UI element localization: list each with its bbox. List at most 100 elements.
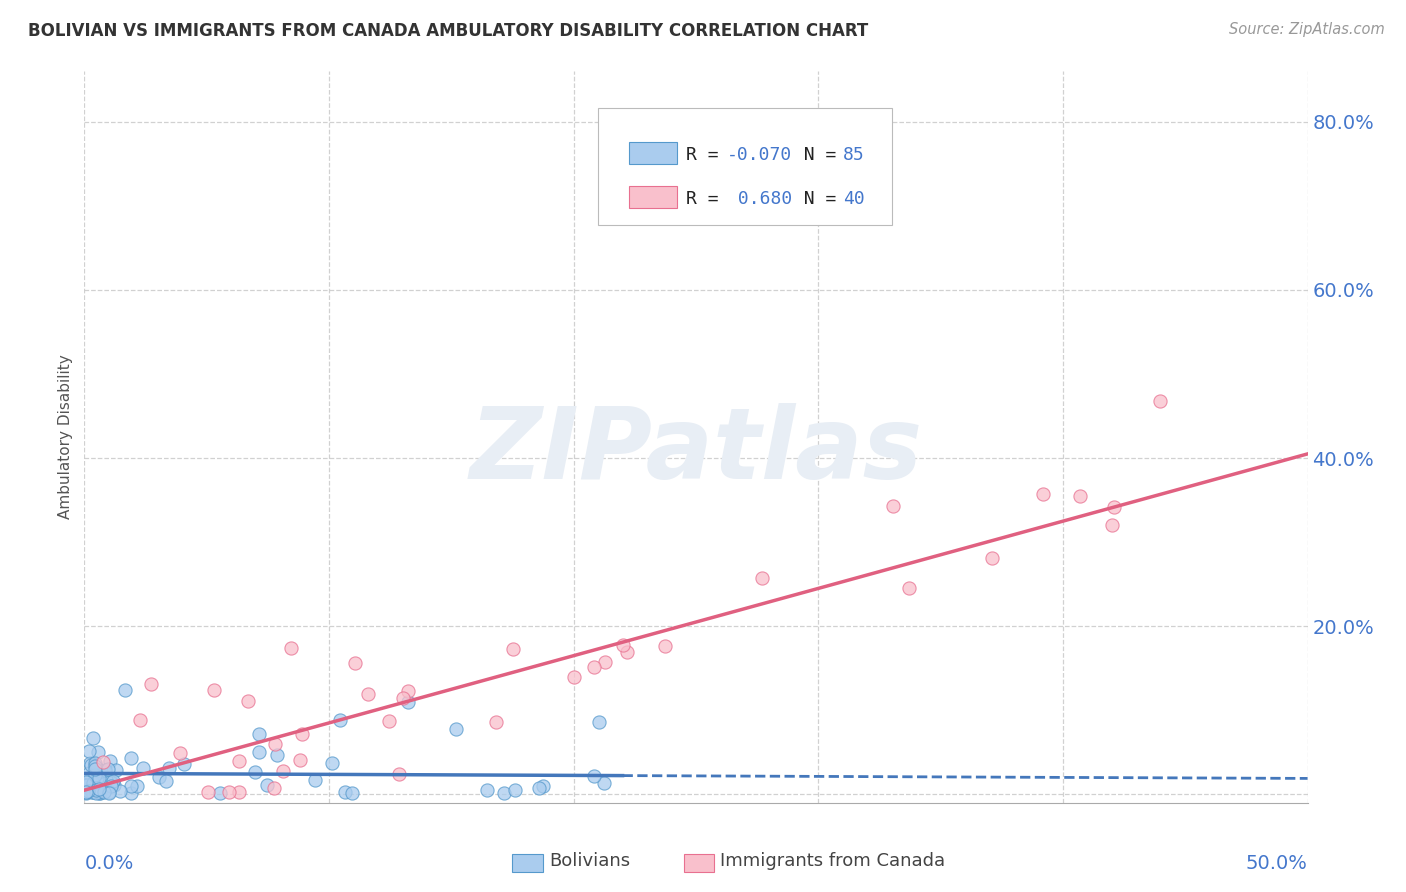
Point	[82, 776, 104, 790]
Text: 50.0%: 50.0%	[1246, 854, 1308, 873]
Point	[98, 755, 121, 769]
Point	[80, 771, 103, 785]
Point	[751, 571, 773, 585]
Text: BOLIVIAN VS IMMIGRANTS FROM CANADA AMBULATORY DISABILITY CORRELATION CHART: BOLIVIAN VS IMMIGRANTS FROM CANADA AMBUL…	[28, 22, 869, 40]
Point	[84, 762, 107, 776]
Text: N =: N =	[782, 145, 846, 163]
Point	[247, 727, 270, 741]
Text: R =: R =	[686, 190, 730, 208]
Point	[114, 682, 136, 697]
Point	[75, 785, 97, 799]
Point	[527, 781, 550, 796]
Point	[263, 781, 285, 796]
Point	[77, 780, 100, 795]
Text: Immigrants from Canada: Immigrants from Canada	[720, 853, 946, 871]
Point	[1069, 489, 1091, 503]
Point	[120, 751, 142, 765]
Point	[321, 756, 343, 771]
Point	[396, 695, 419, 709]
Point	[86, 782, 108, 797]
Point	[89, 763, 111, 777]
Point	[882, 499, 904, 513]
Point	[84, 759, 107, 773]
Point	[75, 785, 97, 799]
Text: Bolivians: Bolivians	[550, 853, 630, 871]
Point	[396, 684, 419, 698]
FancyBboxPatch shape	[513, 854, 543, 872]
Point	[981, 551, 1004, 566]
Text: 0.680: 0.680	[727, 190, 792, 208]
Point	[148, 771, 170, 785]
Point	[256, 778, 278, 792]
FancyBboxPatch shape	[628, 186, 676, 209]
Point	[388, 766, 411, 780]
Point	[96, 778, 118, 792]
Point	[75, 775, 97, 789]
Point	[97, 786, 120, 800]
Point	[1032, 487, 1054, 501]
Point	[94, 773, 117, 788]
Point	[173, 756, 195, 771]
Point	[562, 670, 585, 684]
Point	[444, 723, 467, 737]
Point	[93, 784, 115, 798]
Point	[75, 773, 97, 788]
Y-axis label: Ambulatory Disability: Ambulatory Disability	[58, 355, 73, 519]
Point	[129, 713, 152, 727]
Point	[94, 764, 117, 778]
Point	[1104, 500, 1126, 515]
Point	[391, 690, 413, 705]
Point	[97, 763, 120, 777]
Point	[120, 786, 142, 800]
Point	[89, 786, 111, 800]
Point	[87, 782, 110, 797]
Point	[80, 784, 103, 798]
Point	[84, 768, 107, 782]
FancyBboxPatch shape	[683, 854, 714, 872]
Point	[264, 738, 287, 752]
Point	[291, 727, 314, 741]
Point	[87, 745, 110, 759]
Point	[103, 778, 125, 792]
Point	[1149, 394, 1171, 409]
Point	[343, 657, 366, 671]
Point	[84, 786, 107, 800]
Point	[236, 694, 259, 708]
Point	[87, 771, 110, 785]
Point	[209, 786, 232, 800]
Point	[202, 682, 225, 697]
Point	[105, 764, 128, 778]
Point	[616, 645, 638, 659]
Point	[228, 785, 250, 799]
Point	[271, 764, 294, 778]
Point	[494, 786, 516, 800]
Point	[87, 782, 110, 797]
Point	[77, 784, 100, 798]
Point	[593, 655, 616, 669]
Point	[505, 782, 527, 797]
Point	[79, 765, 101, 780]
Point	[82, 783, 104, 797]
Point	[100, 779, 122, 793]
Point	[84, 764, 107, 779]
Point	[100, 775, 122, 789]
Point	[280, 640, 302, 655]
Point	[120, 779, 142, 793]
Point	[79, 756, 101, 770]
FancyBboxPatch shape	[598, 108, 891, 225]
Text: R =: R =	[686, 145, 730, 163]
Point	[288, 753, 311, 767]
Text: Source: ZipAtlas.com: Source: ZipAtlas.com	[1229, 22, 1385, 37]
Point	[108, 783, 131, 797]
Text: N =: N =	[782, 190, 846, 208]
Point	[898, 581, 921, 595]
Point	[87, 786, 110, 800]
Point	[593, 776, 616, 790]
Point	[83, 763, 105, 777]
Point	[77, 744, 100, 758]
Point	[91, 756, 114, 770]
Point	[612, 638, 634, 652]
Point	[588, 714, 610, 729]
Point	[125, 779, 148, 793]
Point	[218, 785, 240, 799]
